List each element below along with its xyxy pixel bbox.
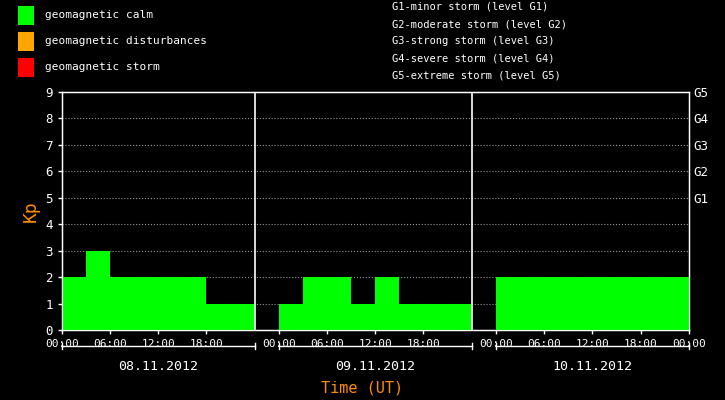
Bar — [134, 277, 158, 330]
Bar — [110, 277, 134, 330]
Text: G5-extreme storm (level G5): G5-extreme storm (level G5) — [392, 71, 560, 81]
Bar — [423, 304, 447, 330]
Bar — [447, 304, 472, 330]
Text: G3-strong storm (level G3): G3-strong storm (level G3) — [392, 36, 554, 46]
Bar — [399, 304, 423, 330]
Text: G2-moderate storm (level G2): G2-moderate storm (level G2) — [392, 19, 566, 29]
Text: Time (UT): Time (UT) — [321, 380, 404, 395]
Bar — [158, 277, 182, 330]
Bar — [351, 304, 375, 330]
Bar — [375, 277, 399, 330]
Text: 10.11.2012: 10.11.2012 — [552, 360, 632, 372]
Bar — [303, 277, 327, 330]
Text: geomagnetic disturbances: geomagnetic disturbances — [45, 36, 207, 46]
Bar — [568, 277, 592, 330]
Bar — [18, 32, 34, 51]
Bar — [231, 304, 254, 330]
Bar — [665, 277, 689, 330]
Bar — [640, 277, 665, 330]
Bar — [496, 277, 520, 330]
Text: G4-severe storm (level G4): G4-severe storm (level G4) — [392, 54, 554, 64]
Bar — [544, 277, 568, 330]
Bar — [520, 277, 544, 330]
Bar — [327, 277, 351, 330]
Text: G1-minor storm (level G1): G1-minor storm (level G1) — [392, 2, 548, 12]
Y-axis label: Kp: Kp — [22, 200, 40, 222]
Text: 09.11.2012: 09.11.2012 — [335, 360, 415, 372]
Text: geomagnetic calm: geomagnetic calm — [45, 10, 153, 20]
Text: geomagnetic storm: geomagnetic storm — [45, 62, 160, 72]
Bar — [278, 304, 303, 330]
Bar — [18, 6, 34, 25]
Bar — [62, 277, 86, 330]
Bar — [207, 304, 231, 330]
Bar — [86, 251, 110, 330]
Bar — [182, 277, 207, 330]
Bar — [592, 277, 616, 330]
Bar — [616, 277, 640, 330]
Bar — [18, 58, 34, 76]
Text: 08.11.2012: 08.11.2012 — [118, 360, 198, 372]
